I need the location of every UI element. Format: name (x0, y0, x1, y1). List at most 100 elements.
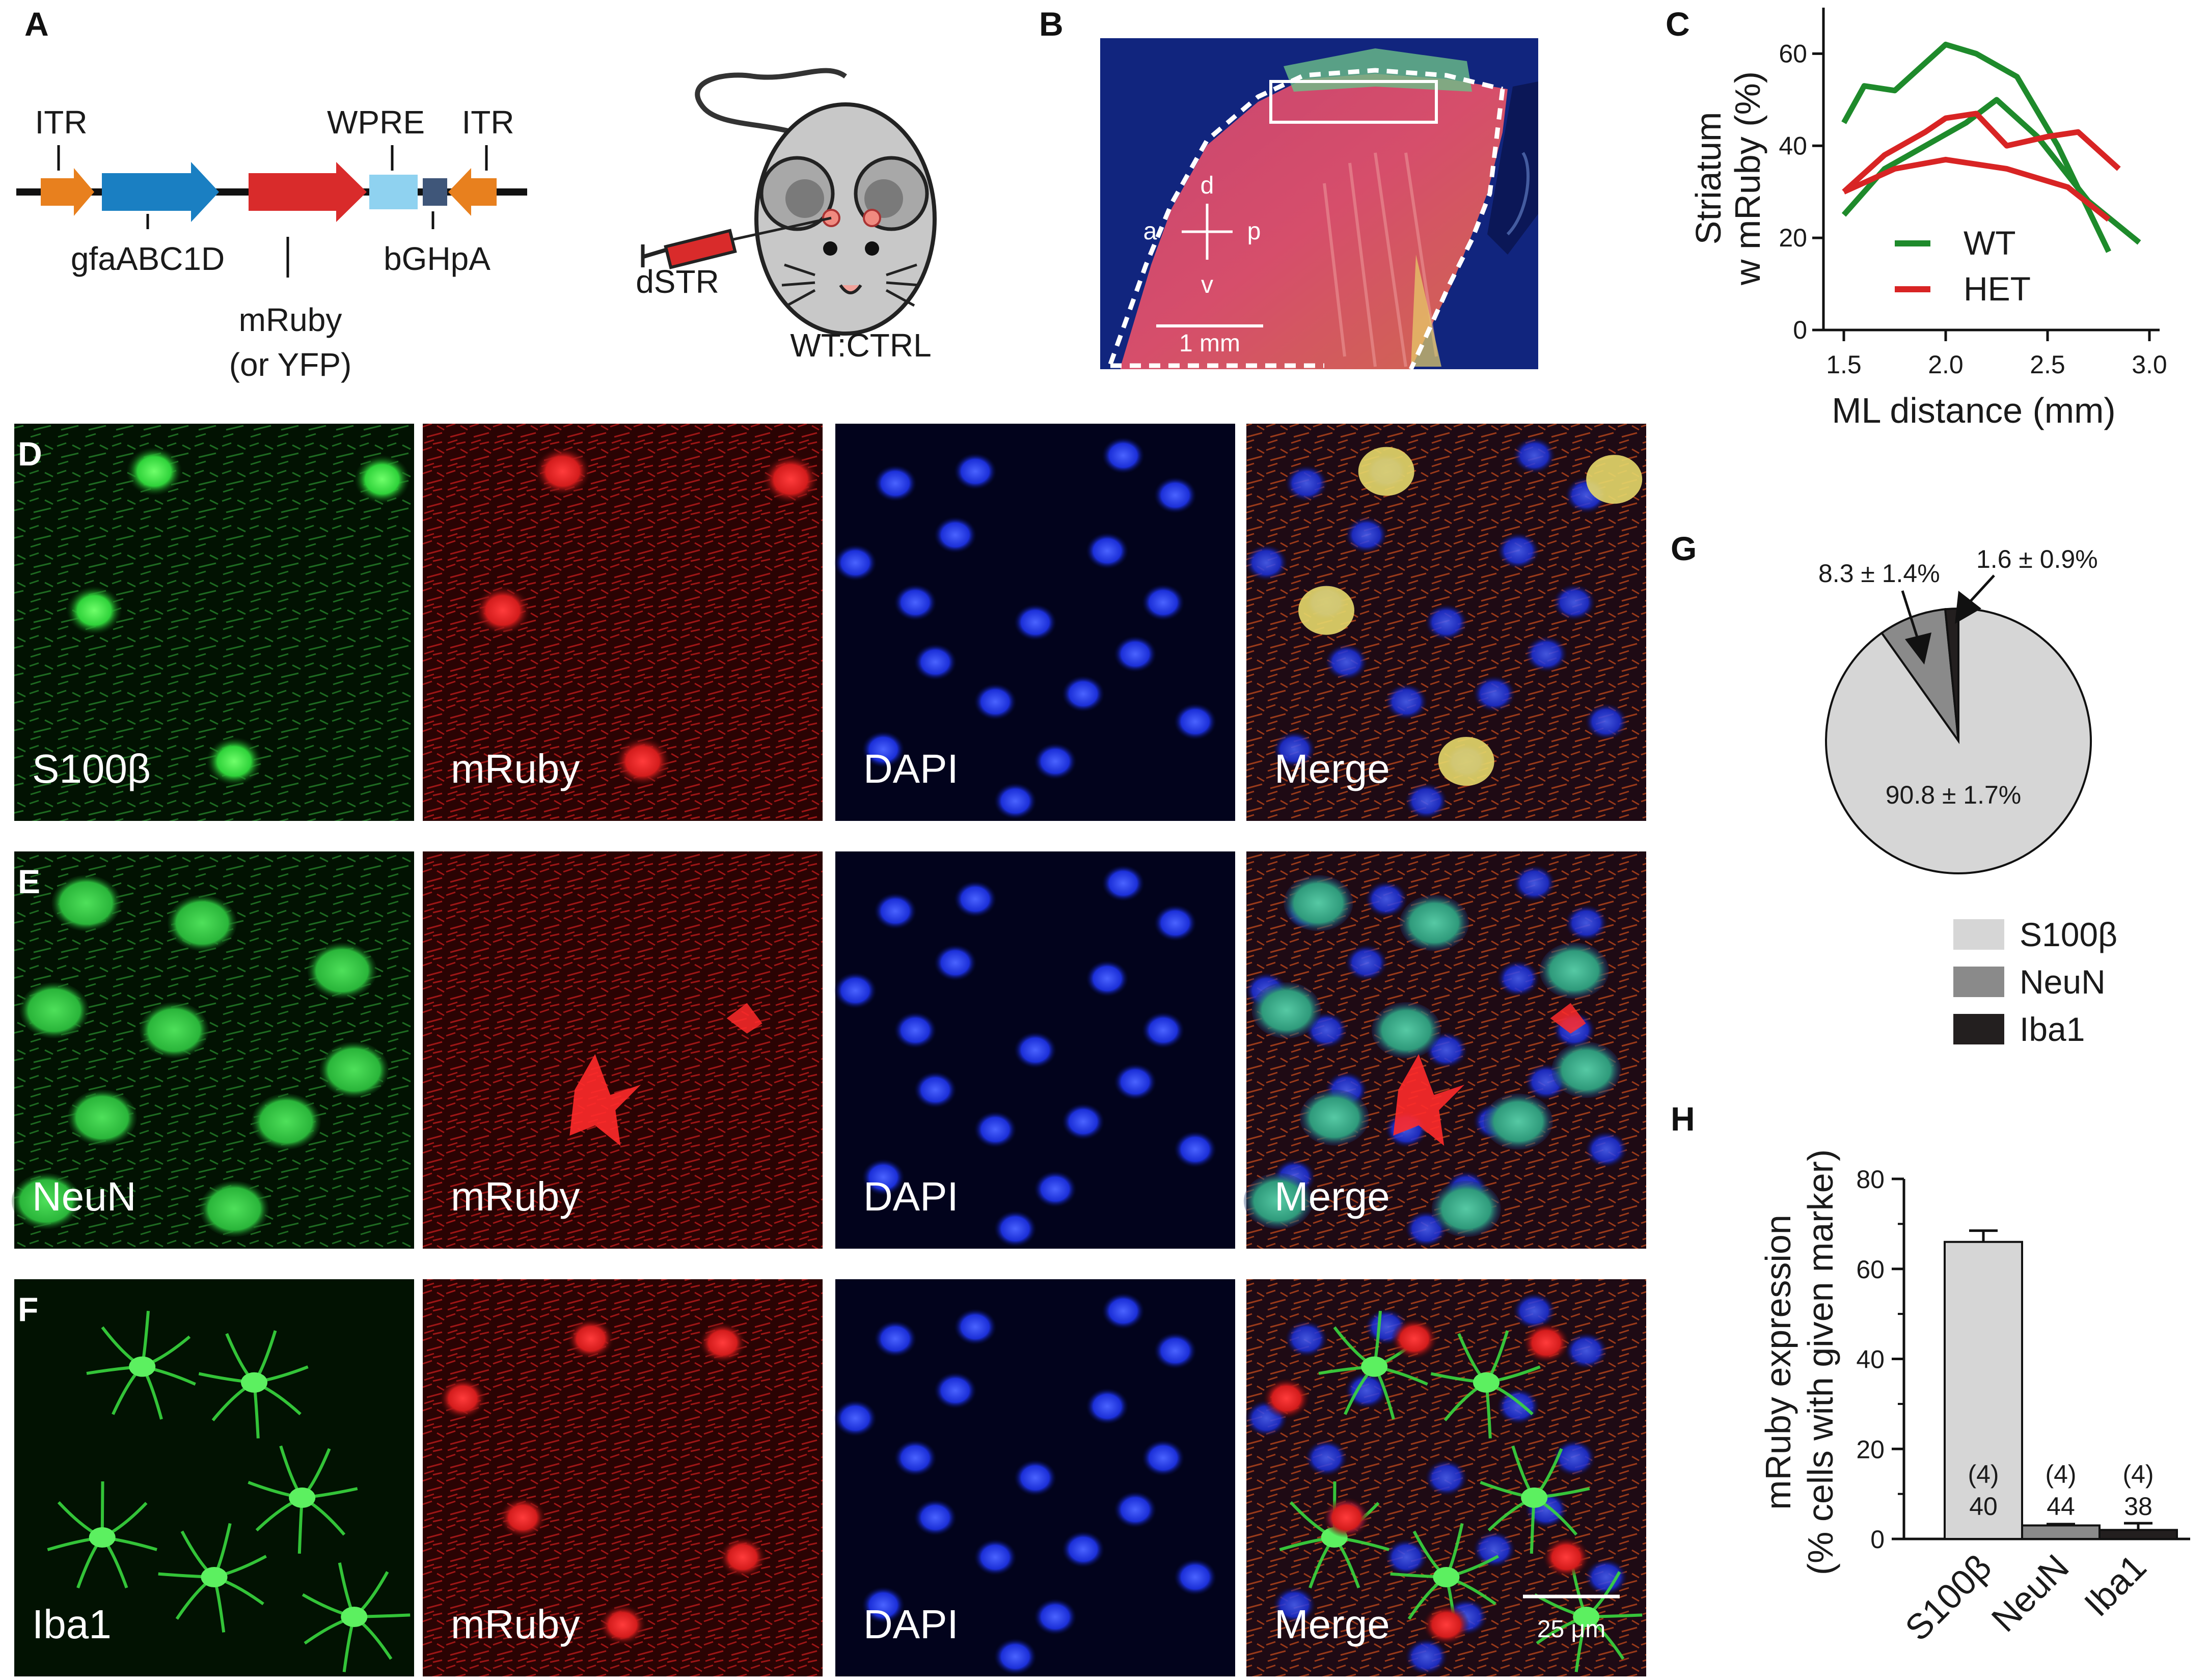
micrograph-label-e-4: Merge (1274, 1174, 1390, 1219)
micrograph-d-3: DAPI (834, 424, 1235, 821)
micrograph-label-f-4: Merge (1274, 1602, 1390, 1647)
legend-swatch-s100b (1953, 919, 2004, 950)
orient-v: v (1201, 271, 1213, 298)
micrograph-label-d-2: mRuby (451, 746, 580, 791)
bar-n-animals-neun: (4) (2045, 1460, 2076, 1489)
label-itr-right: ITR (461, 104, 514, 141)
micrograph-label-f-2: mRuby (451, 1602, 580, 1647)
bar-n-animals-s100: (4) (1968, 1460, 1999, 1489)
micrograph-f-3: DAPI (834, 1279, 1235, 1676)
orient-d: d (1201, 172, 1214, 199)
chart-g: 8.3 ± 1.4% 1.6 ± 0.9% 90.8 ± 1.7% S100β … (1818, 545, 2117, 1048)
itr-left-arrow (41, 168, 94, 216)
chart-c-series-wt-0 (1841, 41, 2111, 253)
pie-label-neun: 8.3 ± 1.4% (1818, 559, 1940, 588)
bar-n-cells-neun: 44 (2047, 1492, 2075, 1521)
micrograph-f-1: Iba1 (14, 1279, 414, 1676)
chart-h-ylabel-line1: mRuby expression (1758, 1215, 1798, 1510)
panel-label-g: G (1671, 530, 1697, 567)
chart-h-ytick-label: 0 (1870, 1525, 1885, 1554)
pie-slice-s100 (1825, 607, 2092, 874)
micrograph-f-2: mRuby (423, 1279, 823, 1676)
chart-h-ytick-label: 60 (1856, 1255, 1885, 1284)
scale-bar-label-1mm: 1 mm (1179, 330, 1240, 357)
gfa-promoter-arrow (102, 162, 219, 222)
chart-c-ylabel-line1: Striatum (1688, 112, 1728, 245)
micrograph-e-4: Merge (1243, 851, 1646, 1249)
bar-category-label-neun: NeuN (1984, 1547, 2077, 1639)
chart-h-ytick-label: 40 (1856, 1345, 1885, 1374)
chart-c-series-wt-1 (1841, 97, 2141, 245)
chart-c: 0 20 40 60 1.5 2.0 2.5 3.0 Striatum w mRuby (%… (1688, 8, 2167, 430)
chart-c-ytick-label: 60 (1779, 39, 1807, 68)
bghpa-box (423, 178, 447, 206)
chart-c-ytick-label: 0 (1793, 316, 1807, 344)
bar-n-animals-iba1: (4) (2122, 1460, 2154, 1489)
chart-c-series-het-2 (1842, 111, 2121, 194)
chart-c-series-het-3 (1842, 156, 2111, 222)
legend-swatch-neun (1953, 967, 2004, 997)
chart-c-xtick-label: 1.5 (1826, 350, 1862, 379)
micrograph-label-e-3: DAPI (863, 1174, 959, 1219)
micrograph-label-d-4: Merge (1274, 746, 1390, 791)
pie-label-s100b: 90.8 ± 1.7% (1886, 781, 2022, 809)
mruby-gene-arrow (249, 162, 367, 222)
scale-bar-label-25um: 25 μm (1537, 1616, 1605, 1643)
legend-label-iba1: Iba1 (2020, 1010, 2085, 1048)
wpre-box (369, 175, 418, 209)
micrograph-d-4: Merge (1245, 424, 1646, 821)
orient-p: p (1247, 218, 1261, 245)
micrograph-d-2: mRuby (423, 424, 823, 821)
chart-h-ylabel-line2: (% cells with given marker) (1801, 1149, 1840, 1575)
bar-n-cells-s100: 40 (1969, 1492, 1998, 1521)
micrograph-label-e-2: mRuby (451, 1174, 580, 1219)
micrograph-grid: S100β mRuby DAPI Merge NeuN mRuby DAPI Merge Iba… (11, 424, 1646, 1676)
label-wpre: WPRE (327, 104, 425, 141)
chart-c-ytick-label: 20 (1779, 224, 1807, 252)
micrograph-f-4: Merge (1245, 1279, 1646, 1676)
panel-label-e: E (18, 863, 40, 900)
chart-c-xtick-label: 2.5 (2030, 350, 2065, 379)
label-bghpa: bGHpA (384, 240, 490, 277)
panel-label-d: D (18, 435, 42, 473)
chart-c-xlabel: ML distance (mm) (1832, 391, 2116, 430)
mouse-tail (695, 68, 847, 155)
label-or-yfp: (or YFP) (229, 346, 352, 383)
striatum-outline (1108, 68, 1504, 365)
micrograph-label-e-1: NeuN (32, 1174, 137, 1219)
bar-n-cells-iba1: 38 (2124, 1492, 2152, 1521)
micrograph-e-3: DAPI (834, 851, 1235, 1249)
label-mruby: mRuby (239, 301, 342, 338)
injection-site-right (863, 209, 881, 227)
bar-category-label-s100: S100β (1897, 1547, 1999, 1648)
legend-label-neun: NeuN (2020, 963, 2106, 1001)
legend-label-s100b: S100β (2020, 916, 2117, 953)
construct-diagram: ITR gfaABC1D mRuby (or YFP) WPRE ITR bGH… (16, 104, 527, 383)
syringe-icon (641, 216, 832, 269)
itr-right-arrow (448, 168, 497, 216)
bar-iba1 (2098, 1529, 2178, 1540)
mouse-illustration: dSTR WT:CTRL (636, 68, 937, 364)
panel-label-b: B (1039, 5, 1064, 43)
micrograph-label-f-1: Iba1 (32, 1602, 112, 1647)
chart-c-ylabel-line2: w mRuby (%) (1728, 71, 1767, 286)
section-image: d v a p 1 mm (1100, 38, 1538, 370)
chart-c-xtick-label: 2.0 (1928, 350, 1964, 379)
chart-c-legend-wt: WT (1964, 224, 2016, 262)
panel-label-c: C (1666, 5, 1690, 43)
chart-c-ytick-label: 40 (1779, 131, 1807, 160)
chart-h: 0 20 40 60 80 (4) 40 S100β (4) 44 NeuN (4) 38 Iba1 m… (1758, 1149, 2190, 1648)
label-gfa: gfaABC1D (71, 240, 225, 277)
panel-label-h: H (1671, 1100, 1695, 1138)
chart-h-ytick-label: 20 (1856, 1435, 1885, 1464)
micrograph-e-1: NeuN (11, 851, 414, 1249)
label-condition: WT:CTRL (790, 327, 931, 364)
chart-h-ytick-label: 80 (1856, 1165, 1885, 1194)
micrograph-label-f-3: DAPI (863, 1602, 959, 1647)
chart-c-legend-het: HET (1964, 270, 2031, 308)
orient-a: a (1143, 218, 1157, 245)
panel-label-f: F (18, 1290, 38, 1328)
roi-box (1269, 80, 1438, 124)
bar-category-label-iba1: Iba1 (2077, 1547, 2154, 1623)
